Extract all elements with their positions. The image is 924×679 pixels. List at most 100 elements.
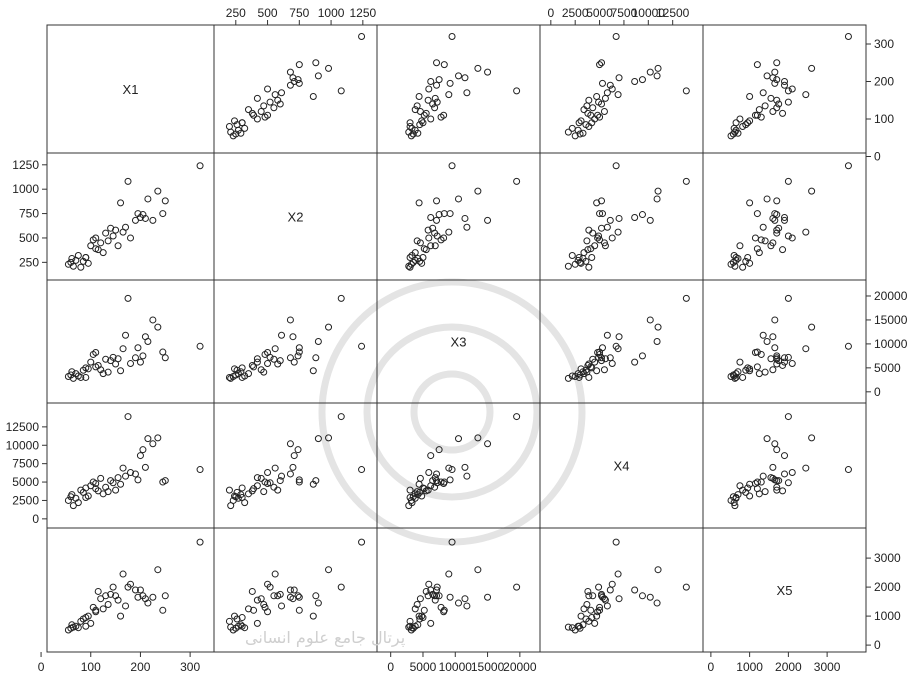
data-point-x4-x2 [358, 466, 366, 474]
data-point-x1-x2 [264, 111, 272, 119]
data-point-x4-x1 [104, 488, 112, 496]
data-point-x1-x3 [455, 72, 462, 80]
data-point-x3-x4 [601, 355, 609, 363]
data-point-x1-x4 [614, 91, 622, 99]
data-point-x1-x3 [474, 64, 482, 72]
data-point-x4-x2 [244, 490, 252, 498]
data-point-x4-x2 [257, 474, 265, 482]
data-point-x3-x4 [564, 374, 572, 382]
data-point-x1-x5 [755, 106, 763, 114]
data-point-x1-x4 [596, 61, 604, 69]
tick-label-x1: 0 [38, 660, 45, 674]
data-point-x4-x3 [415, 480, 423, 488]
data-point-x4-x2 [271, 464, 279, 472]
data-point-x1-x4 [598, 59, 606, 67]
data-point-x1-x4 [579, 129, 587, 137]
data-point-x1-x4 [564, 128, 572, 136]
data-point-x5-x4 [587, 606, 595, 614]
tick-label-x2: 1000 [12, 182, 39, 196]
data-point-x4-x5 [763, 435, 771, 443]
tick-label-x3: 5000 [874, 361, 901, 375]
data-point-x3-x1 [114, 355, 122, 363]
data-point-x3-x5 [773, 354, 781, 362]
data-point-x5-x3 [411, 605, 419, 613]
data-point-x2-x1 [69, 262, 77, 270]
data-point-x2-x1 [161, 197, 169, 205]
data-point-x5-x1 [87, 619, 95, 627]
data-point-x1-x4 [646, 68, 654, 76]
data-point-x2-x5 [751, 234, 759, 242]
data-point-x1-x2 [260, 102, 268, 110]
data-point-x2-x3 [415, 199, 423, 207]
data-point-x4-x5 [784, 479, 792, 487]
data-point-x4-x3 [425, 468, 433, 476]
data-point-x4-x3 [461, 463, 469, 471]
data-point-x4-x3 [420, 485, 428, 493]
tick-label-x1: 0 [874, 150, 881, 164]
data-point-x1-x2 [266, 98, 274, 106]
data-point-x2-x1 [112, 226, 120, 234]
data-point-x4-x2 [227, 502, 235, 510]
data-point-x1-x2 [238, 119, 246, 127]
data-point-x1-x3 [446, 79, 454, 87]
data-point-x4-x3 [406, 494, 414, 502]
data-point-x5-x3 [431, 596, 439, 604]
tick-label-x4: 7500 [12, 457, 39, 471]
data-point-x1-x2 [271, 91, 279, 99]
data-point-x1-x2 [358, 33, 366, 40]
data-point-x1-x3 [463, 89, 471, 97]
data-point-x3-x1 [127, 360, 134, 368]
data-point-x3-x2 [325, 323, 333, 331]
variable-label-x1: X1 [123, 82, 139, 97]
data-point-x2-x4 [580, 249, 588, 257]
data-point-x5-x3 [435, 592, 443, 600]
data-point-x1-x3 [440, 61, 448, 69]
data-point-x4-x5 [784, 413, 792, 421]
data-point-x3-x4 [575, 373, 583, 381]
data-point-x5-x4 [614, 570, 622, 578]
data-point-x3-x4 [615, 333, 623, 341]
data-point-x1-x5 [781, 81, 788, 89]
variable-label-x4: X4 [614, 459, 630, 474]
tick-label-x3: 10000 [439, 660, 473, 674]
tick-label-x4: 12500 [6, 420, 40, 434]
data-point-x2-x3 [411, 249, 419, 257]
data-point-x5-x4 [653, 599, 661, 607]
data-point-x2-x1 [68, 254, 76, 262]
data-point-x2-x5 [757, 236, 765, 244]
tick-label-x3: 15000 [874, 313, 908, 327]
data-point-x3-x5 [784, 294, 792, 302]
data-point-x3-x2 [337, 294, 345, 302]
data-point-x4-x5 [767, 474, 775, 482]
data-point-x3-x2 [358, 342, 366, 350]
data-point-x3-x1 [102, 355, 110, 363]
data-point-x5-x4 [638, 592, 646, 600]
data-point-x1-x3 [419, 119, 427, 127]
data-point-x5-x2 [264, 608, 272, 616]
data-point-x5-x1 [119, 570, 127, 578]
data-point-x3-x4 [587, 363, 595, 371]
data-point-x4-x1 [122, 472, 130, 480]
data-point-x2-x3 [433, 197, 441, 205]
data-point-x4-x5 [802, 464, 810, 472]
watermark-emblem [318, 278, 586, 546]
data-point-x2-x1 [77, 263, 85, 271]
data-point-x1-x5 [736, 115, 744, 123]
data-point-x5-x2 [274, 592, 282, 600]
data-point-x1-x2 [314, 72, 322, 80]
tick-label-x1: 100 [874, 112, 894, 126]
data-point-x3-x2 [266, 353, 274, 361]
data-point-x1-x5 [763, 72, 771, 80]
data-point-x3-x5 [759, 331, 767, 339]
data-point-x1-x5 [808, 64, 816, 72]
data-point-x4-x2 [231, 492, 239, 500]
data-point-x5-x4 [682, 583, 690, 591]
tick-label-x4: 10000 [6, 438, 40, 452]
data-point-x3-x5 [769, 333, 777, 341]
data-point-x1-x5 [744, 119, 752, 127]
data-point-x5-x2 [325, 566, 333, 574]
data-point-x5-x1 [94, 587, 102, 595]
data-point-x4-x2 [266, 479, 274, 487]
tick-label-x5: 1000 [736, 660, 763, 674]
data-point-x1-x2 [241, 124, 249, 132]
